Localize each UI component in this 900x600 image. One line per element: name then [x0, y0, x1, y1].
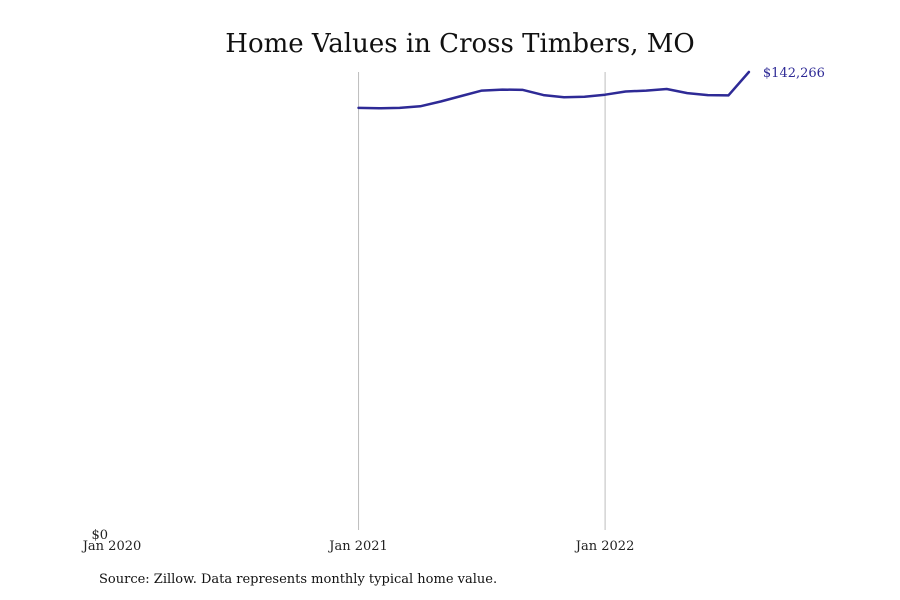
data-point [501, 88, 503, 91]
x-axis-ticks: Jan 2020 Jan 2021 Jan 2022 [81, 539, 635, 554]
data-point [481, 89, 483, 92]
data-point [440, 100, 442, 103]
series-line [357, 70, 751, 110]
y-axis-ticks: $0 [91, 528, 108, 543]
data-point [399, 107, 401, 109]
data-point [460, 95, 462, 97]
data-point [686, 92, 688, 94]
x-tick-label: Jan 2022 [574, 539, 635, 554]
data-point [357, 107, 360, 109]
y-tick-label: $0 [91, 528, 108, 543]
data-point [707, 94, 709, 96]
data-point [419, 105, 421, 107]
gridlines [358, 72, 606, 530]
series-layer: $142,266 [357, 66, 825, 110]
end-value-label: $142,266 [763, 66, 825, 81]
data-point [583, 96, 586, 98]
data-point [378, 107, 380, 109]
source-note: Source: Zillow. Data represents monthly … [99, 572, 498, 587]
data-point [604, 94, 606, 96]
data-point [748, 71, 750, 73]
data-point [727, 94, 729, 96]
data-point [645, 89, 647, 92]
data-point [625, 90, 627, 93]
chart-title: Home Values in Cross Timbers, MO [225, 29, 694, 59]
data-point [522, 89, 524, 91]
data-point [542, 94, 545, 96]
data-point [563, 96, 565, 98]
x-tick-label: Jan 2020 [81, 539, 142, 554]
data-point [666, 88, 668, 90]
x-tick-label: Jan 2021 [327, 539, 388, 554]
